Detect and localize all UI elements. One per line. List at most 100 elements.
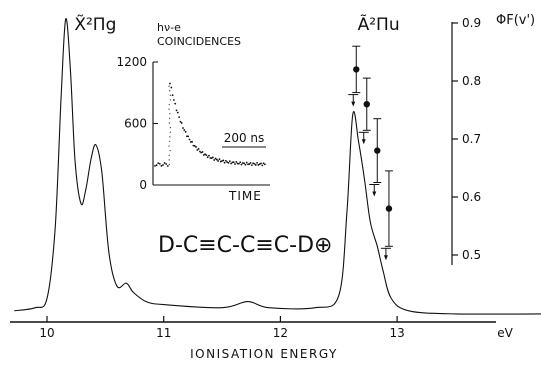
- inset-tick-label: 1200: [116, 55, 147, 69]
- arrow-head: [372, 192, 376, 197]
- inset-decay-dot: [246, 162, 248, 164]
- x-tick-label: 11: [156, 326, 171, 340]
- inset-decay-dot: [217, 160, 219, 162]
- inset-rise-dot: [169, 90, 170, 91]
- inset-baseline-dot: [157, 162, 159, 164]
- peak-label: X̃²Πg: [74, 14, 116, 35]
- inset-baseline-dot: [165, 163, 167, 165]
- inset-decay-dot: [255, 164, 257, 166]
- inset-decay-dot: [256, 162, 258, 164]
- data-point: [386, 205, 392, 211]
- inset-rise-dot: [169, 150, 170, 151]
- inset-decay-dot: [241, 164, 243, 166]
- fluorescence-yield-point: [369, 119, 381, 197]
- inset-decay-dot: [228, 162, 230, 164]
- x-ticks: 10 11 12 13: [39, 316, 404, 340]
- inset-decay-dot: [182, 127, 184, 129]
- inset-baseline-dot: [164, 162, 166, 164]
- x-unit-label: eV: [497, 326, 513, 340]
- right-tick-label: 0.7: [462, 132, 481, 146]
- fluorescence-yield-points: [348, 46, 393, 260]
- inset-decay-dot: [176, 109, 178, 111]
- inset-rise-dot: [169, 164, 170, 165]
- inset-rise-dot: [169, 113, 170, 114]
- arrow-head: [351, 102, 355, 107]
- right-tick-label: 0.9: [462, 16, 481, 30]
- inset-rise-dot: [170, 132, 171, 133]
- inset-decay-dot: [208, 155, 210, 157]
- inset-rise-dot: [169, 136, 170, 137]
- inset-rise-dot: [169, 104, 170, 105]
- inset-decay-dot: [173, 99, 175, 101]
- inset-decay-dot: [233, 161, 235, 163]
- inset-baseline-dot: [156, 164, 158, 166]
- scale-bar-label: 200 ns: [224, 131, 265, 145]
- inset-rise-dot: [169, 118, 170, 119]
- inset-decay-dot: [207, 156, 209, 158]
- inset-decay-dot: [170, 87, 172, 89]
- inset-x-label: TIME: [228, 189, 262, 203]
- inset-decay-dot: [198, 148, 200, 150]
- right-axis-title: ΦF(v'): [496, 13, 535, 28]
- arrow-head: [362, 139, 366, 144]
- inset-y-ticks: 0 600 1200: [116, 55, 158, 192]
- inset-decay-dot: [222, 160, 224, 162]
- inset-baseline-dot: [159, 163, 161, 165]
- right-tick-label: 0.8: [462, 74, 481, 88]
- inset-decay-dot: [183, 129, 185, 131]
- inset-decay-dot: [185, 131, 187, 133]
- inset-decay-dot: [213, 159, 215, 161]
- inset-decay-dot: [234, 163, 236, 165]
- inset-decay-dot: [212, 157, 214, 159]
- inset-decay-dot: [261, 164, 263, 166]
- x-tick-label: 12: [273, 326, 288, 340]
- molecule-formula: D-C≡C-C≡C-D⊕: [158, 233, 332, 258]
- inset-decay-dot: [191, 141, 193, 143]
- inset-rise-dot: [168, 108, 169, 109]
- fluorescence-yield-point: [359, 78, 371, 144]
- inset-decay-dot: [216, 159, 218, 161]
- inset-baseline-dot: [162, 164, 164, 166]
- data-point: [353, 66, 359, 72]
- inset-tick-label: 600: [124, 117, 147, 131]
- inset-decay-dot: [181, 122, 183, 124]
- right-tick-label: 0.6: [462, 190, 481, 204]
- inset-title-line2: COINCIDENCES: [157, 35, 241, 48]
- inset-rise-dot: [168, 85, 169, 86]
- data-point: [374, 147, 380, 153]
- inset-decay-dot: [172, 94, 174, 96]
- inset-tick-label: 0: [139, 178, 147, 192]
- inset-decay-dot: [178, 116, 180, 118]
- inset-decay-dot: [195, 146, 197, 148]
- inset-decay-dot: [202, 151, 204, 153]
- inset-decay-dot: [238, 163, 240, 165]
- spectrum-trace: [14, 19, 541, 315]
- inset-rise-dot: [169, 159, 170, 160]
- inset-decay-dot: [235, 161, 237, 163]
- x-tick-label: 13: [389, 326, 404, 340]
- x-tick-label: 10: [39, 326, 54, 340]
- peak-labels: X̃²Πg Ã²Πu: [74, 13, 399, 35]
- inset-decay-dot: [260, 162, 262, 164]
- inset-decay-dot: [187, 135, 189, 137]
- inset-decay-dot: [245, 164, 247, 166]
- inset-baseline-dot: [167, 165, 169, 167]
- inset-decay-dot: [224, 162, 226, 164]
- fluorescence-yield-point: [348, 46, 360, 106]
- inset-baseline-dot: [161, 165, 163, 167]
- inset-decay-dot: [219, 158, 221, 160]
- inset-decay-dot: [239, 161, 241, 163]
- inset-title-line1: hν-e: [157, 21, 181, 34]
- inset-rise-dot: [168, 145, 169, 146]
- inset-rise-dot: [169, 141, 170, 142]
- inset-decay-dot: [225, 160, 227, 162]
- inset-rise-dot: [169, 122, 170, 123]
- peak-label: Ã²Πu: [358, 13, 400, 35]
- data-point: [364, 101, 370, 107]
- x-axis-title: IONISATION ENERGY: [190, 347, 338, 361]
- inset-decay-dot: [251, 164, 253, 166]
- inset-rise-dot: [170, 99, 171, 100]
- inset-decay-dot: [243, 162, 245, 164]
